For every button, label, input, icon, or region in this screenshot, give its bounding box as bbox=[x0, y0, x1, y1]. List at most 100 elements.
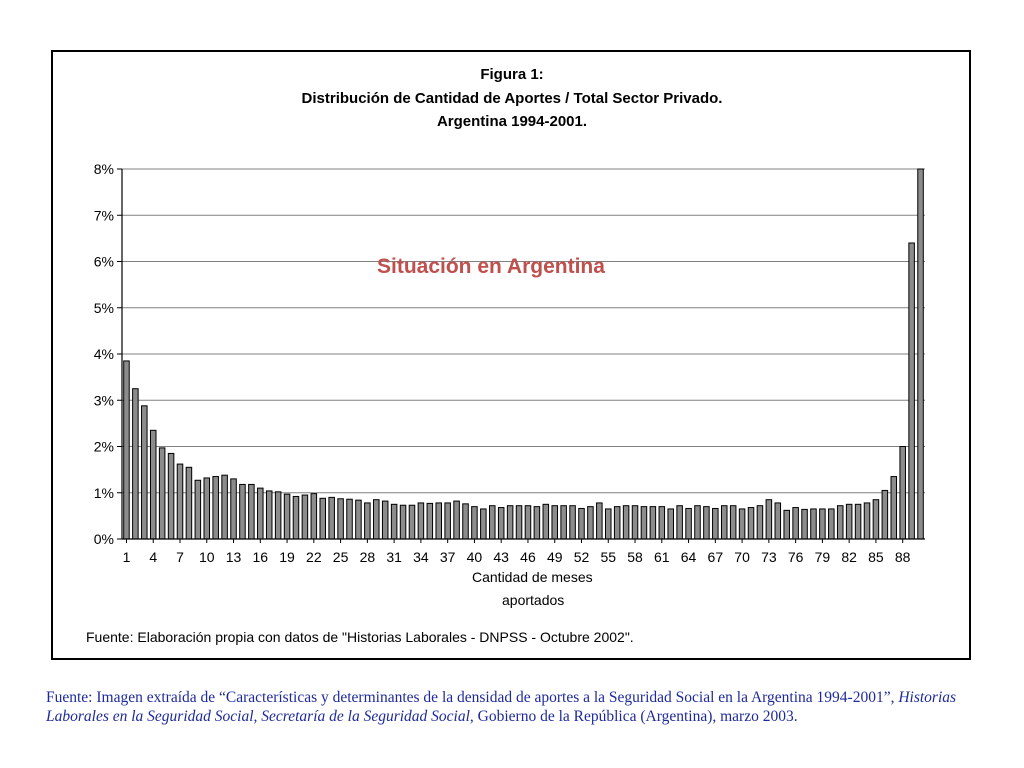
caption-text-3: , Gobierno de la República (Argentina), … bbox=[469, 708, 798, 725]
figure-caption: Fuente: Imagen extraída de “Característi… bbox=[46, 688, 966, 726]
bar bbox=[836, 505, 844, 540]
bar bbox=[221, 474, 228, 540]
y-tick-label: 5% bbox=[94, 300, 114, 316]
bar bbox=[756, 505, 764, 540]
bar bbox=[667, 508, 674, 540]
bar bbox=[283, 493, 291, 540]
x-tick-label: 61 bbox=[654, 549, 670, 565]
bar bbox=[658, 506, 666, 540]
y-tick-label: 0% bbox=[94, 531, 114, 547]
bar bbox=[489, 505, 496, 540]
bar bbox=[587, 506, 594, 540]
x-tick-label: 67 bbox=[708, 549, 724, 565]
bar bbox=[328, 496, 335, 540]
bar bbox=[631, 505, 639, 540]
bar bbox=[462, 503, 469, 540]
bar bbox=[123, 360, 130, 540]
x-tick-label: 7 bbox=[176, 549, 184, 565]
x-tick-label: 64 bbox=[681, 549, 697, 565]
x-tick-label: 55 bbox=[600, 549, 616, 565]
x-tick-label: 88 bbox=[895, 549, 911, 565]
bar bbox=[158, 447, 166, 540]
bar bbox=[497, 507, 505, 540]
bar bbox=[515, 505, 523, 540]
bar bbox=[265, 490, 273, 540]
bar bbox=[185, 466, 193, 540]
caption-text-1: Fuente: Imagen extraída de “Característi… bbox=[46, 689, 899, 706]
x-tick-label: 43 bbox=[493, 549, 509, 565]
y-tick-label: 7% bbox=[94, 207, 114, 223]
bar bbox=[622, 505, 630, 540]
bar bbox=[506, 505, 514, 540]
bar bbox=[381, 500, 389, 540]
bar bbox=[248, 483, 255, 540]
x-tick-label: 73 bbox=[761, 549, 777, 565]
x-tick-label: 82 bbox=[841, 549, 857, 565]
bar bbox=[551, 505, 558, 540]
bar bbox=[390, 503, 398, 540]
bar bbox=[533, 506, 541, 540]
bar bbox=[640, 506, 648, 540]
caption-text-italic: Historias Laborales en la Seguridad Soci… bbox=[46, 689, 957, 725]
bar bbox=[863, 502, 871, 540]
bar bbox=[908, 242, 915, 540]
bar bbox=[747, 507, 755, 540]
bar bbox=[203, 477, 211, 540]
x-tick-label: 16 bbox=[253, 549, 269, 565]
x-tick-label: 28 bbox=[360, 549, 376, 565]
bar bbox=[301, 494, 309, 540]
x-tick-label: 34 bbox=[413, 549, 429, 565]
bar bbox=[819, 508, 826, 540]
bar bbox=[685, 507, 692, 540]
bar bbox=[765, 499, 773, 540]
chart-frame bbox=[51, 50, 971, 660]
x-tick-label: 10 bbox=[199, 549, 215, 565]
x-tick-label: 79 bbox=[815, 549, 831, 565]
bar bbox=[810, 508, 817, 540]
bar bbox=[720, 505, 728, 540]
bar bbox=[783, 509, 790, 540]
bar bbox=[239, 483, 246, 540]
bar bbox=[854, 503, 862, 540]
bar bbox=[408, 504, 416, 540]
bar bbox=[399, 504, 407, 540]
x-tick-label: 46 bbox=[520, 549, 536, 565]
y-tick-label: 3% bbox=[94, 392, 114, 408]
y-tick-label: 4% bbox=[94, 346, 114, 362]
bar bbox=[230, 478, 237, 540]
x-tick-label: 52 bbox=[574, 549, 590, 565]
x-axis-label-line-2: aportados bbox=[502, 592, 565, 608]
bar bbox=[355, 499, 362, 540]
bar bbox=[917, 168, 924, 540]
bar bbox=[560, 505, 567, 540]
bar bbox=[149, 429, 157, 540]
y-tick-label: 2% bbox=[94, 439, 114, 455]
x-tick-label: 13 bbox=[226, 549, 242, 565]
bar bbox=[132, 388, 139, 540]
bar bbox=[881, 489, 889, 540]
bar bbox=[712, 507, 719, 540]
bar bbox=[194, 479, 202, 540]
bar bbox=[792, 507, 799, 540]
x-tick-label: 31 bbox=[386, 549, 402, 565]
bar bbox=[872, 499, 880, 540]
bar bbox=[212, 476, 219, 540]
x-tick-label: 19 bbox=[279, 549, 295, 565]
bar bbox=[845, 503, 853, 540]
x-tick-label: 22 bbox=[306, 549, 322, 565]
bar bbox=[453, 500, 460, 540]
x-tick-label: 25 bbox=[333, 549, 349, 565]
bar bbox=[890, 476, 898, 540]
bar bbox=[569, 505, 576, 540]
bar bbox=[694, 505, 701, 540]
chart-title-line-3: Argentina 1994-2001. bbox=[436, 113, 588, 130]
bar bbox=[703, 506, 710, 540]
bar bbox=[729, 505, 737, 540]
bar bbox=[676, 505, 683, 540]
bar bbox=[274, 491, 282, 540]
bar bbox=[337, 498, 344, 540]
chart-source-note: Fuente: Elaboración propia con datos de … bbox=[86, 629, 634, 645]
bar bbox=[167, 452, 175, 540]
bar bbox=[373, 499, 380, 540]
